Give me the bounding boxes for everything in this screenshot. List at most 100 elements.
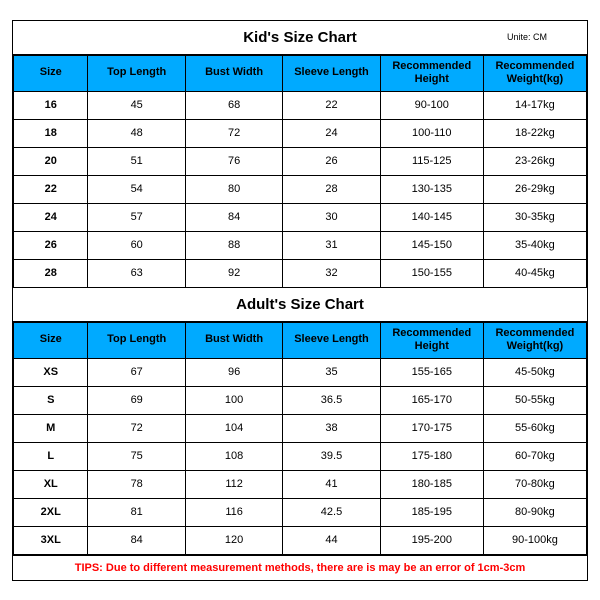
table-cell: 23-26kg [483,147,586,175]
table-cell: 18-22kg [483,119,586,147]
size-chart: Kid's Size Chart Unite: CM Size Top Leng… [12,20,588,581]
table-cell: XS [14,358,88,386]
table-cell: 130-135 [380,175,483,203]
table-row: 24578430140-14530-35kg [14,203,587,231]
col-rec-weight: RecommendedWeight(kg) [483,55,586,91]
table-cell: 45-50kg [483,358,586,386]
table-cell: 45 [88,91,185,119]
table-row: 3XL8412044195-20090-100kg [14,526,587,554]
table-row: XL7811241180-18570-80kg [14,470,587,498]
table-cell: 24 [14,203,88,231]
table-cell: 39.5 [283,442,380,470]
table-cell: 150-155 [380,259,483,287]
table-cell: 75 [88,442,185,470]
table-cell: 3XL [14,526,88,554]
table-cell: 30 [283,203,380,231]
table-cell: 55-60kg [483,414,586,442]
table-row: 18487224100-11018-22kg [14,119,587,147]
table-cell: 72 [88,414,185,442]
table-cell: 22 [283,91,380,119]
table-row: M7210438170-17555-60kg [14,414,587,442]
col-size: Size [14,322,88,358]
table-cell: 100 [185,386,282,414]
table-cell: 32 [283,259,380,287]
adults-tbody: XS679635155-16545-50kgS6910036.5165-1705… [14,358,587,554]
table-cell: 26 [14,231,88,259]
table-cell: 35 [283,358,380,386]
table-cell: 108 [185,442,282,470]
col-sleeve-length: Sleeve Length [283,322,380,358]
table-cell: 28 [14,259,88,287]
table-cell: 80-90kg [483,498,586,526]
table-cell: 90-100 [380,91,483,119]
table-cell: 84 [185,203,282,231]
col-rec-height: RecommendedHeight [380,55,483,91]
table-cell: 88 [185,231,282,259]
adults-title-row: Adult's Size Chart [13,288,587,322]
table-cell: 51 [88,147,185,175]
table-cell: 112 [185,470,282,498]
table-cell: 170-175 [380,414,483,442]
table-row: S6910036.5165-17050-55kg [14,386,587,414]
table-cell: 18 [14,119,88,147]
table-cell: 165-170 [380,386,483,414]
table-cell: 90-100kg [483,526,586,554]
table-cell: 40-45kg [483,259,586,287]
table-cell: 80 [185,175,282,203]
table-row: 2XL8111642.5185-19580-90kg [14,498,587,526]
table-cell: 145-150 [380,231,483,259]
table-cell: 185-195 [380,498,483,526]
table-row: 26608831145-15035-40kg [14,231,587,259]
table-cell: 78 [88,470,185,498]
table-cell: M [14,414,88,442]
table-cell: 76 [185,147,282,175]
table-cell: 42.5 [283,498,380,526]
table-cell: 70-80kg [483,470,586,498]
table-cell: 26-29kg [483,175,586,203]
table-cell: L [14,442,88,470]
kids-title-row: Kid's Size Chart Unite: CM [13,21,587,55]
table-cell: 155-165 [380,358,483,386]
kids-header-row: Size Top Length Bust Width Sleeve Length… [14,55,587,91]
table-cell: 180-185 [380,470,483,498]
adults-title: Adult's Size Chart [13,296,587,313]
table-cell: 35-40kg [483,231,586,259]
table-cell: 16 [14,91,88,119]
col-top-length: Top Length [88,322,185,358]
table-cell: 24 [283,119,380,147]
table-cell: 96 [185,358,282,386]
table-cell: XL [14,470,88,498]
kids-table: Size Top Length Bust Width Sleeve Length… [13,55,587,288]
adults-table: Size Top Length Bust Width Sleeve Length… [13,322,587,555]
table-row: L7510839.5175-18060-70kg [14,442,587,470]
table-cell: 36.5 [283,386,380,414]
table-cell: 69 [88,386,185,414]
col-top-length: Top Length [88,55,185,91]
table-cell: 28 [283,175,380,203]
col-bust-width: Bust Width [185,55,282,91]
adults-header-row: Size Top Length Bust Width Sleeve Length… [14,322,587,358]
table-row: XS679635155-16545-50kg [14,358,587,386]
col-rec-weight: RecommendedWeight(kg) [483,322,586,358]
table-cell: 31 [283,231,380,259]
table-cell: 48 [88,119,185,147]
table-cell: 30-35kg [483,203,586,231]
table-cell: 120 [185,526,282,554]
col-size: Size [14,55,88,91]
table-cell: 38 [283,414,380,442]
unite-label: Unite: CM [507,32,547,42]
kids-title: Kid's Size Chart [13,29,587,46]
table-row: 28639232150-15540-45kg [14,259,587,287]
table-cell: 115-125 [380,147,483,175]
table-cell: S [14,386,88,414]
table-cell: 67 [88,358,185,386]
table-cell: 81 [88,498,185,526]
table-cell: 14-17kg [483,91,586,119]
table-row: 20517626115-12523-26kg [14,147,587,175]
kids-tbody: 1645682290-10014-17kg18487224100-11018-2… [14,91,587,287]
table-cell: 60-70kg [483,442,586,470]
table-cell: 100-110 [380,119,483,147]
table-cell: 2XL [14,498,88,526]
table-cell: 57 [88,203,185,231]
table-cell: 60 [88,231,185,259]
